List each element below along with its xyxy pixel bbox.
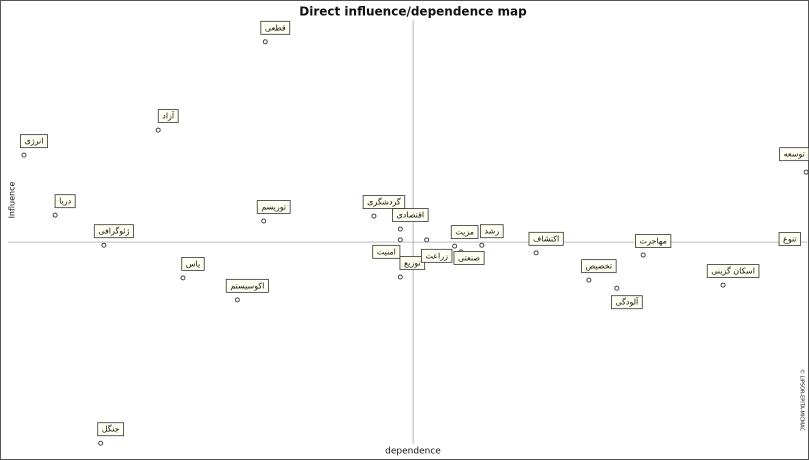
label-box [480,224,504,239]
label-box [372,244,401,259]
point [101,242,107,248]
point-label: امنیت [377,247,396,256]
label-box [93,224,134,239]
point [397,274,403,280]
label-box [97,422,125,437]
point-label: مهاجرت [640,237,667,246]
label-box [157,109,179,123]
point [720,282,726,288]
label-box [181,257,205,271]
point [586,277,592,283]
label-box [581,259,617,274]
point [424,237,430,243]
point-label: زراعت [425,251,448,260]
point-label: توریسم [261,203,286,212]
point [371,213,377,219]
label-box [225,278,269,293]
y-axis-label: Influence [8,182,17,219]
label-box [453,251,485,265]
point [180,275,186,281]
point-label: تنوع [783,234,797,243]
label-box [392,208,429,222]
point-label: آزاد [162,111,175,121]
label-box [706,264,760,278]
point-label: اسکان گزینی [711,266,755,276]
point [803,169,809,175]
label-box [450,225,479,239]
point-label: تخصیص [586,262,613,271]
label-box [778,232,802,246]
label-box [420,248,453,263]
point [640,252,646,258]
label-box [54,194,76,209]
point-label: یاس [186,259,200,268]
point-label: قطعی [265,23,286,32]
point [261,218,267,224]
label-box [256,200,291,214]
point-label: رشد [484,227,499,236]
point [262,39,268,45]
point [21,152,27,158]
point-label: اکتشاف [533,234,559,243]
point-label: آلودگی [615,297,639,307]
point [452,243,458,249]
point-label: دریا [59,197,72,206]
label-box [528,231,564,246]
point-label: ژئوگرافی [98,226,129,236]
point-label: اقتصادی [396,211,424,220]
point [397,226,403,232]
point [234,297,240,303]
point [614,285,620,291]
point-label: صنعتی [458,253,480,262]
x-axis-label: dependence [385,447,441,457]
label-box [611,295,643,310]
chart-title: Direct influence/dependence map [299,5,527,19]
point [98,440,104,446]
label-box [635,234,672,248]
label-box [399,256,426,270]
point-label: اکوسیستم [230,281,264,290]
watermark: © LIPSOR-EPITA-MICMAC [799,369,806,431]
point-label: توزیع [404,259,421,268]
point-label: جنگل [102,424,120,434]
point-label: توسعه [784,150,805,159]
point-label: انرژی [24,137,43,146]
label-box [260,20,291,35]
point-label: مزیت [455,228,474,237]
point [155,127,161,133]
point [52,212,58,218]
point [397,237,403,243]
point [533,250,539,256]
point-label: گردشگری [367,197,401,207]
point [479,242,485,248]
label-box [20,134,48,149]
label-box [362,195,406,209]
